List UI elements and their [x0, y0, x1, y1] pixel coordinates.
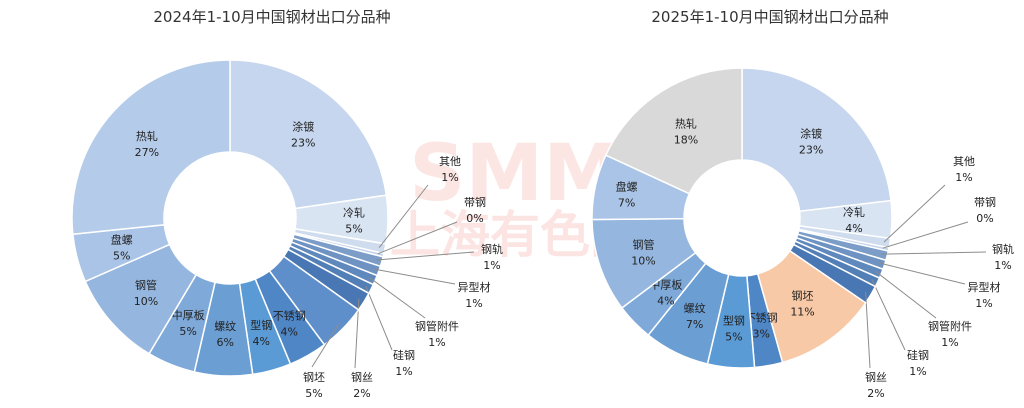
slice-value-label: 5%	[113, 250, 130, 263]
slice-value-label: 10%	[134, 295, 158, 308]
slice-value-label: 23%	[291, 136, 315, 149]
slice-name-label: 钢丝	[865, 371, 887, 384]
leader-line-其他	[883, 184, 946, 243]
slice-value-label: 7%	[686, 318, 703, 331]
slice-name-label: 盘螺	[616, 179, 638, 193]
watermark-brand: SMM	[409, 129, 620, 219]
slice-value-label: 1%	[483, 259, 500, 272]
slice-name-label: 其他	[439, 155, 461, 168]
slice-value-label: 1%	[465, 297, 482, 310]
slice-name-label: 热轧	[136, 129, 158, 143]
slice-value-label: 5%	[345, 222, 362, 235]
leader-line-钢管附件	[875, 271, 937, 319]
slice-name-label: 异型材	[458, 280, 491, 294]
slice-涂镀	[229, 59, 388, 210]
slice-value-label: 5%	[305, 387, 322, 400]
leader-line-带钢	[377, 221, 458, 255]
slice-value-label: 5%	[179, 325, 196, 338]
slice-热轧	[71, 59, 231, 236]
slice-name-label: 其他	[953, 155, 975, 168]
leader-line-钢丝	[865, 291, 871, 369]
slice-value-label: 1%	[994, 259, 1011, 272]
slice-name-label: 钢管	[135, 278, 157, 292]
slice-value-label: 1%	[428, 336, 445, 349]
slice-value-label: 1%	[395, 365, 412, 378]
leader-line-钢管附件	[369, 277, 426, 319]
slice-value-label: 7%	[618, 196, 635, 209]
leader-line-钢轨	[881, 251, 987, 255]
slice-name-label: 不锈钢	[745, 311, 778, 324]
slice-name-label: 硅钢	[907, 349, 929, 362]
slice-name-label: 钢管	[632, 237, 654, 251]
slice-name-label: 盘螺	[111, 233, 133, 247]
slice-name-label: 热轧	[675, 116, 697, 130]
slice-name-label: 冷轧	[343, 205, 365, 219]
leader-line-硅钢	[871, 279, 906, 351]
chart-title: 2024年1-10月中国钢材出口分品种	[153, 8, 390, 26]
slice-name-label: 硅钢	[393, 349, 415, 362]
slice-name-label: 钢坯	[303, 371, 325, 384]
slice-name-label: 带钢	[974, 196, 996, 209]
slice-热轧	[604, 67, 743, 195]
donut-chart-2025: 2025年1-10月中国钢材出口分品种涂镀23%冷轧4%其他1%带钢0%钢轨1%…	[591, 8, 1014, 400]
slice-value-label: 6%	[216, 336, 233, 349]
chart-title: 2025年1-10月中国钢材出口分品种	[651, 8, 888, 26]
slice-value-label: 1%	[975, 297, 992, 310]
slice-name-label: 带钢	[464, 196, 486, 209]
slice-value-label: 1%	[441, 171, 458, 184]
slice-value-label: 2%	[353, 387, 370, 400]
slice-value-label: 4%	[657, 295, 674, 308]
leader-line-硅钢	[365, 286, 393, 351]
slice-value-label: 1%	[909, 365, 926, 378]
leader-line-带钢	[882, 221, 969, 249]
slice-value-label: 0%	[466, 212, 483, 225]
leader-line-钢坯	[311, 324, 339, 368]
slice-value-label: 4%	[845, 222, 862, 235]
slice-name-label: 型钢	[723, 314, 745, 328]
slice-name-label: 涂镀	[800, 126, 822, 140]
slice-value-label: 1%	[941, 336, 958, 349]
slice-name-label: 钢轨	[481, 242, 503, 256]
slice-value-label: 23%	[799, 143, 823, 156]
slice-value-label: 5%	[725, 331, 742, 344]
slice-value-label: 27%	[135, 146, 159, 159]
slice-name-label: 型钢	[250, 318, 272, 332]
slice-name-label: 钢轨	[992, 242, 1014, 256]
slice-name-label: 中厚板	[172, 308, 205, 322]
slice-name-label: 异型材	[968, 280, 1001, 294]
slice-name-label: 螺纹	[684, 301, 706, 315]
slice-name-label: 涂镀	[292, 119, 314, 133]
slice-name-label: 钢坯	[792, 290, 814, 303]
slice-value-label: 4%	[280, 325, 297, 338]
leader-line-异型材	[373, 268, 456, 285]
slice-name-label: 钢管附件	[415, 319, 459, 333]
slice-name-label: 螺纹	[214, 319, 236, 333]
leader-line-异型材	[878, 262, 966, 285]
slice-value-label: 3%	[752, 327, 769, 340]
slice-value-label: 18%	[674, 133, 698, 146]
slice-name-label: 冷轧	[843, 205, 865, 219]
slice-value-label: 4%	[253, 335, 270, 348]
slice-name-label: 钢丝	[351, 371, 373, 384]
slice-value-label: 10%	[631, 254, 655, 267]
slice-name-label: 不锈钢	[273, 309, 306, 322]
slice-value-label: 2%	[867, 387, 884, 400]
leader-line-其他	[378, 184, 429, 248]
slice-name-label: 钢管附件	[928, 319, 972, 333]
slice-value-label: 11%	[790, 306, 814, 319]
slice-涂镀	[741, 67, 892, 213]
leader-line-钢轨	[376, 251, 475, 261]
slice-value-label: 1%	[955, 171, 972, 184]
slice-value-label: 0%	[976, 212, 993, 225]
